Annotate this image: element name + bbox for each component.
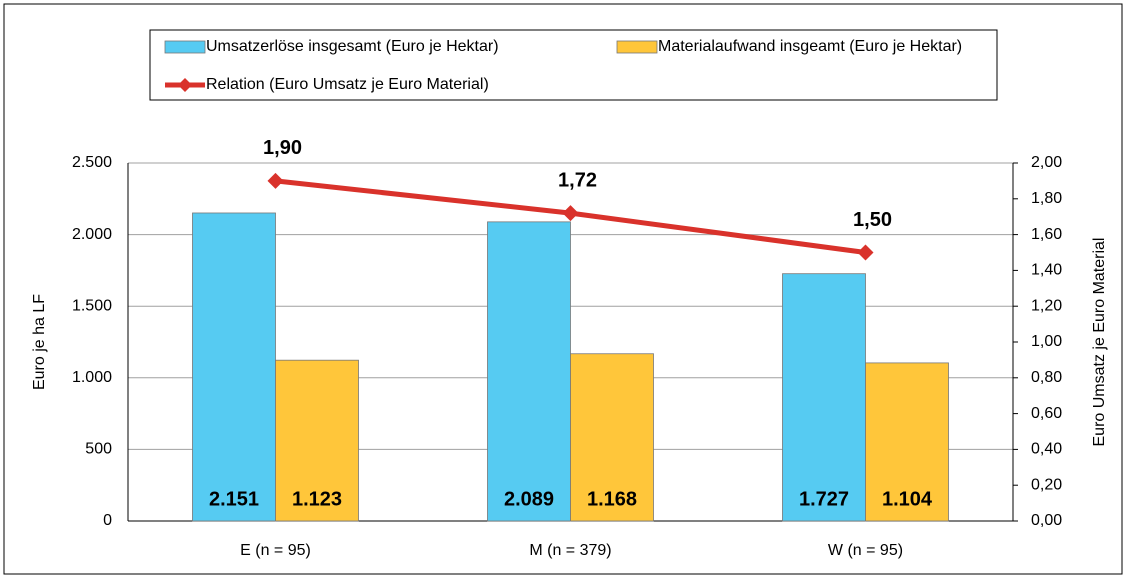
line-marker	[562, 205, 579, 222]
legend-label: Materialaufwand insgeamt (Euro je Hektar…	[658, 38, 962, 55]
y-tick-label: 2.500	[72, 154, 112, 171]
legend-swatch	[616, 40, 658, 54]
bar	[487, 221, 571, 522]
bar-value-label: 1.727	[799, 488, 849, 510]
bar	[570, 353, 654, 522]
bar-value-label: 1.123	[292, 488, 342, 510]
bar	[782, 273, 866, 522]
x-tick-label: E (n = 95)	[240, 542, 311, 559]
y2-tick-label: 0,00	[1031, 512, 1062, 529]
bar	[192, 212, 276, 522]
y2-tick-label: 1,40	[1031, 262, 1062, 279]
x-tick-label: M (n = 379)	[529, 542, 611, 559]
legend-swatch	[164, 40, 206, 54]
y2-tick-label: 2,00	[1031, 154, 1062, 171]
y2-tick-label: 1,80	[1031, 190, 1062, 207]
y-tick-label: 2.000	[72, 226, 112, 243]
x-tick-label: W (n = 95)	[828, 542, 903, 559]
y-axis-label: Euro je ha LF	[31, 294, 48, 390]
y2-tick-label: 1,20	[1031, 297, 1062, 314]
y2-tick-label: 1,60	[1031, 226, 1062, 243]
y2-tick-label: 1,00	[1031, 333, 1062, 350]
y2-tick-label: 0,80	[1031, 369, 1062, 386]
bar-value-label: 1.104	[882, 488, 933, 510]
y2-axis-label: Euro Umsatz je Euro Material	[1091, 238, 1108, 447]
bar	[865, 362, 949, 522]
y2-tick-label: 0,40	[1031, 441, 1062, 458]
bar	[275, 359, 359, 522]
legend-box	[149, 29, 998, 101]
y2-tick-label: 0,20	[1031, 476, 1062, 493]
line-value-label: 1,72	[558, 169, 597, 191]
bar-value-label: 2.089	[504, 488, 554, 510]
bar-value-label: 1.168	[587, 488, 637, 510]
legend-marker	[178, 78, 192, 92]
legend-label: Umsatzerlöse insgesamt (Euro je Hektar)	[206, 38, 499, 55]
line-marker	[267, 172, 284, 189]
y-tick-label: 500	[85, 441, 112, 458]
y-tick-label: 1.000	[72, 369, 112, 386]
legend-label: Relation (Euro Umsatz je Euro Material)	[206, 76, 489, 93]
line-marker	[857, 244, 874, 261]
line-value-label: 1,90	[263, 137, 302, 159]
bar-value-label: 2.151	[209, 488, 259, 510]
y-tick-label: 0	[103, 512, 112, 529]
y2-tick-label: 0,60	[1031, 405, 1062, 422]
line-value-label: 1,50	[853, 209, 892, 231]
y-tick-label: 1.500	[72, 297, 112, 314]
